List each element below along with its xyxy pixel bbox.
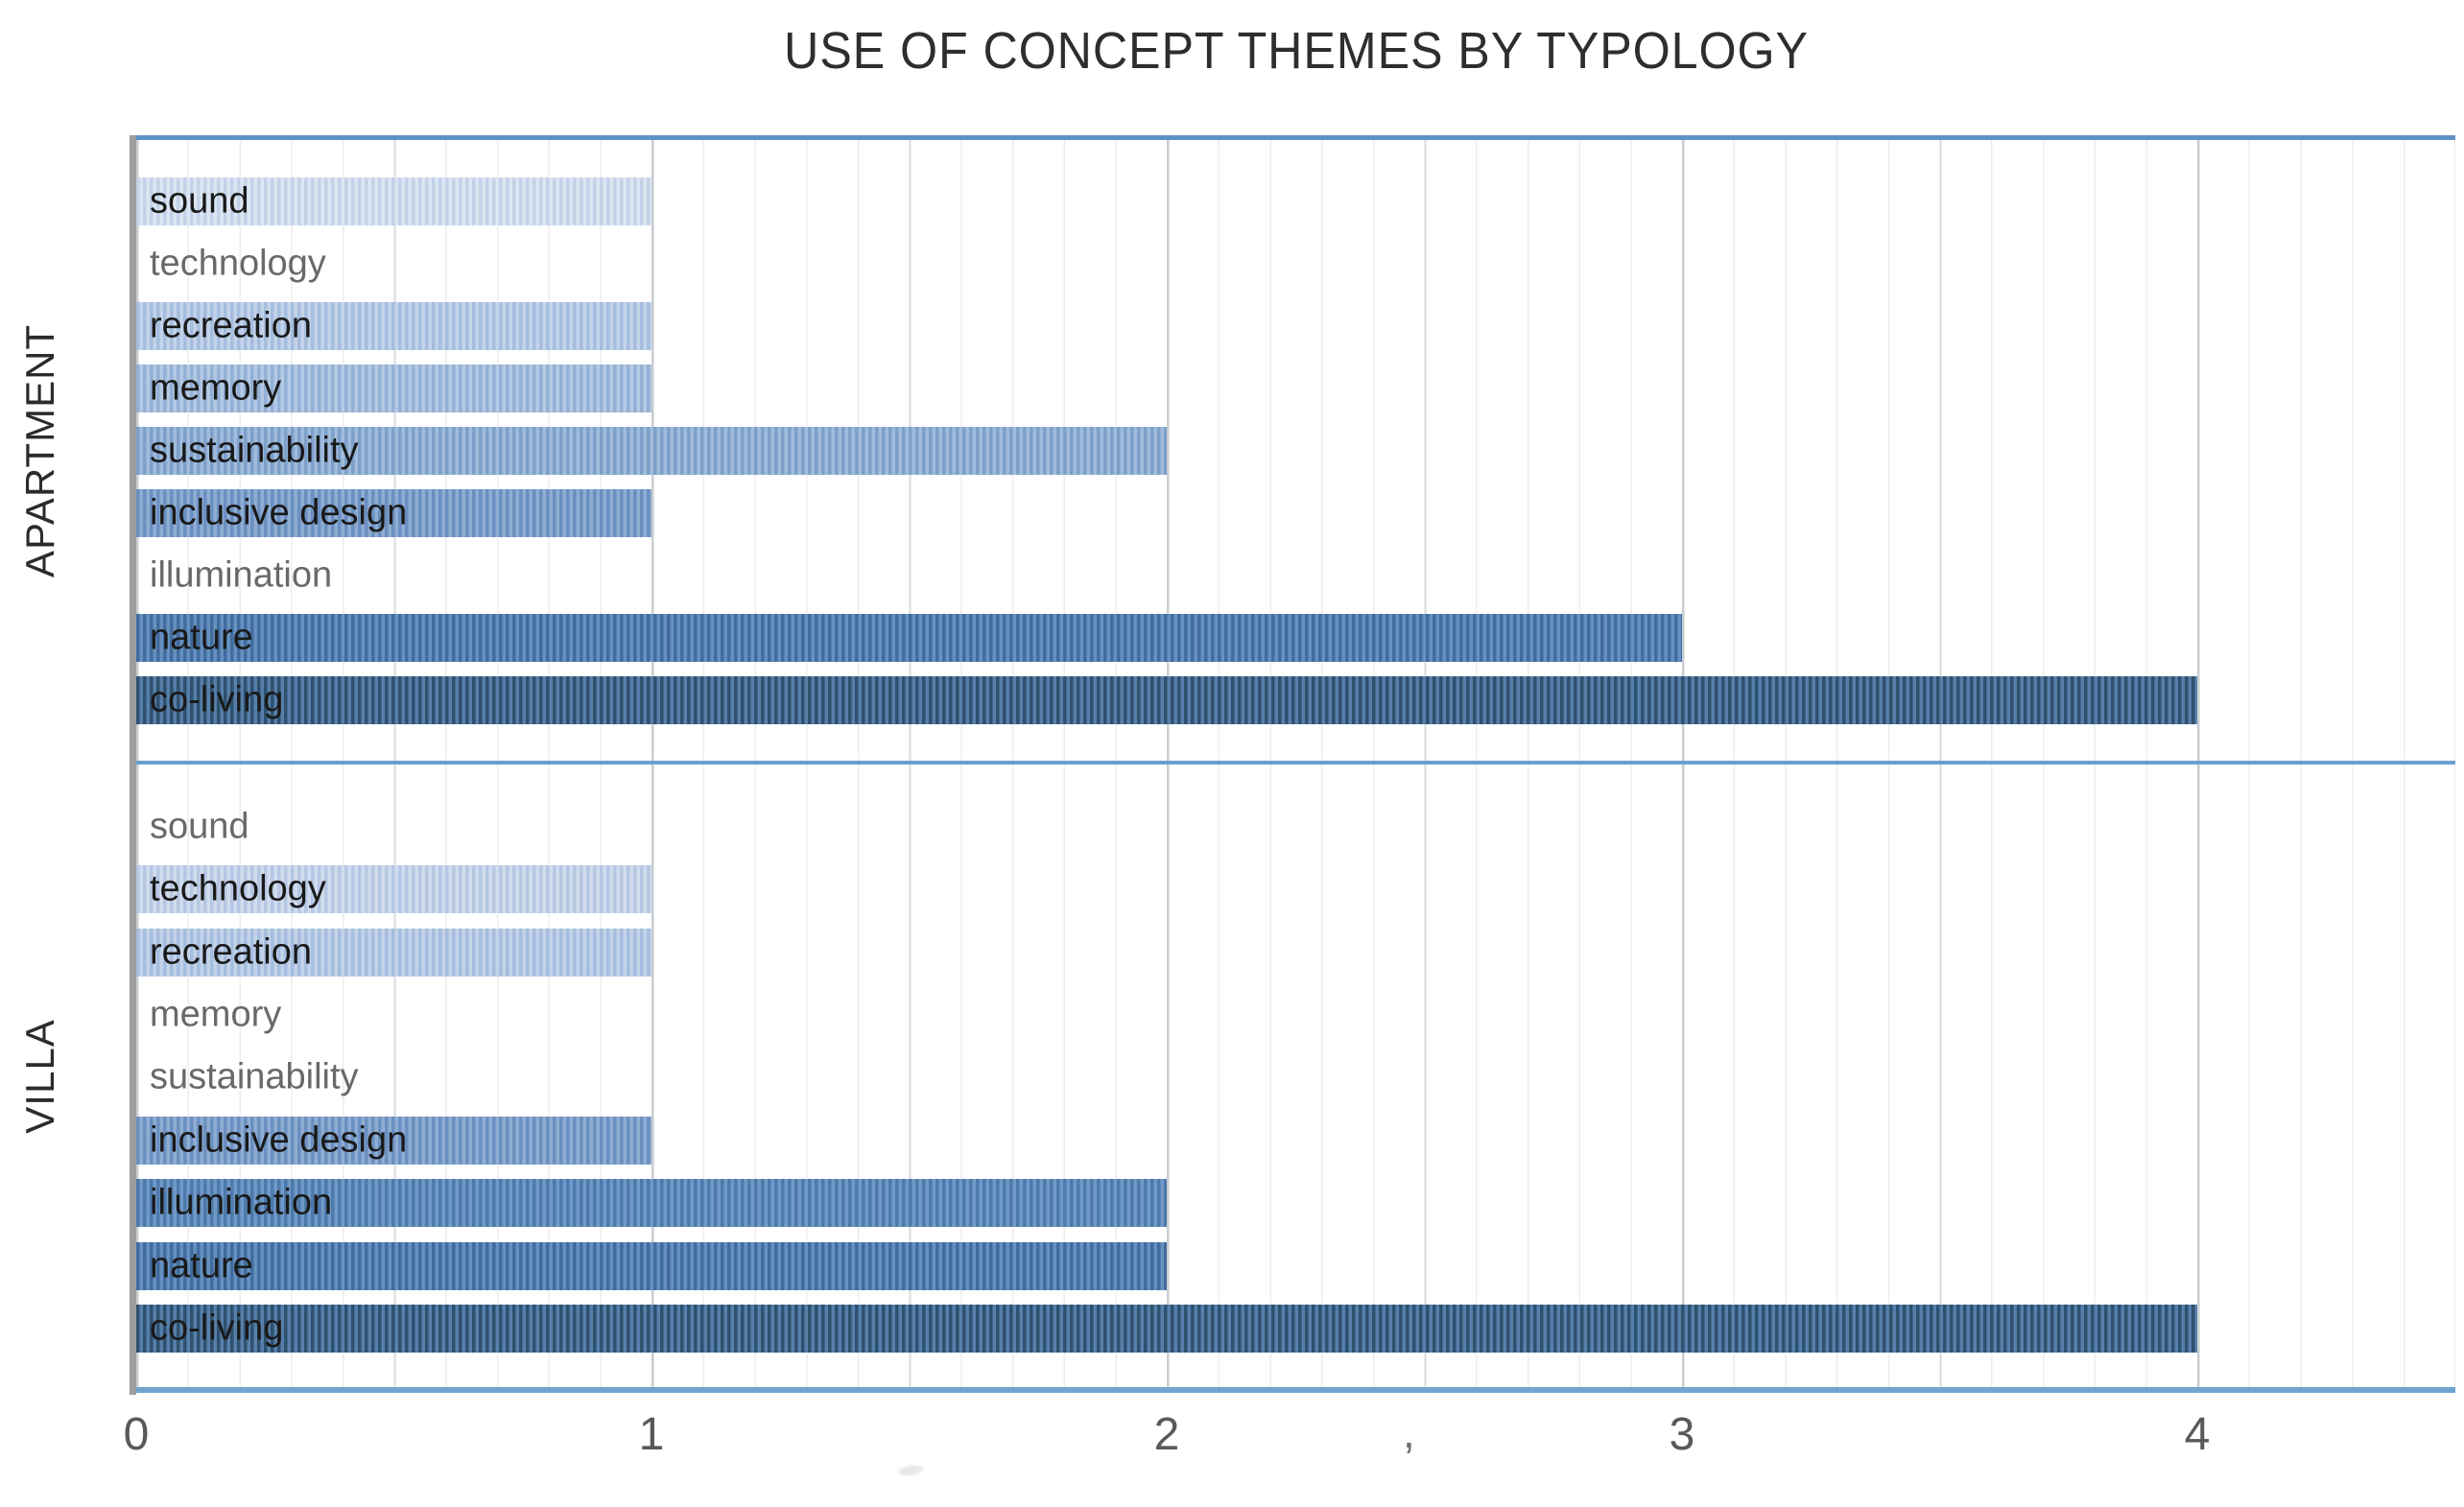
bar-sustainability-apartment [136, 426, 1167, 475]
row-co-living-apartment: co-living [136, 670, 2455, 732]
y-axis-line [130, 135, 136, 1395]
category-label-apartment: APARTMENT [17, 323, 62, 578]
bar-illumination-villa [136, 1179, 1167, 1228]
section-divider-line [130, 761, 2455, 765]
row-label-sound-villa: sound [150, 806, 249, 847]
row-label-illumination-villa: illumination [150, 1182, 333, 1223]
row-inclusive-design-villa: inclusive design [136, 1109, 2455, 1171]
section-apartment: sound technology recreation memory sustainab… [136, 139, 2455, 763]
row-technology-apartment: technology [136, 232, 2455, 294]
row-label-co-living-apartment: co-living [150, 679, 284, 720]
bar-nature-villa [136, 1241, 1167, 1290]
plot-area: sound technology recreation memory sustainab… [130, 135, 2455, 1395]
bar-inclusive-design-apartment [136, 489, 652, 538]
x-axis-line [130, 1387, 2455, 1393]
section-villa: sound technology recreation memory sustainab… [136, 765, 2455, 1391]
x-tick-4: 4 [2184, 1409, 2211, 1460]
plot-top-border [130, 135, 2455, 140]
row-illumination-apartment: illumination [136, 545, 2455, 607]
smudge-artifact [897, 1464, 924, 1477]
row-label-technology-apartment: technology [150, 243, 326, 284]
row-nature-villa: nature [136, 1235, 2455, 1297]
row-label-memory-apartment: memory [150, 367, 282, 409]
row-recreation-villa: recreation [136, 921, 2455, 983]
x-tick-1: 1 [638, 1409, 665, 1460]
row-label-technology-villa: technology [150, 868, 326, 909]
row-label-recreation-villa: recreation [150, 931, 312, 973]
bar-co-living-apartment [136, 676, 2197, 725]
row-label-recreation-apartment: recreation [150, 305, 312, 346]
row-label-memory-villa: memory [150, 994, 282, 1035]
bar-co-living-villa [136, 1305, 2197, 1354]
row-sustainability-apartment: sustainability [136, 419, 2455, 482]
bar-memory-apartment [136, 364, 652, 412]
row-memory-apartment: memory [136, 357, 2455, 419]
row-memory-villa: memory [136, 983, 2455, 1046]
category-label-villa: VILLA [17, 1019, 62, 1134]
row-sound-apartment: sound [136, 170, 2455, 232]
row-label-sustainability-villa: sustainability [150, 1056, 359, 1097]
row-technology-villa: technology [136, 858, 2455, 920]
bar-inclusive-design-villa [136, 1116, 652, 1165]
row-sustainability-villa: sustainability [136, 1047, 2455, 1109]
bar-technology-villa [136, 865, 652, 914]
row-label-sustainability-apartment: sustainability [150, 430, 359, 471]
row-illumination-villa: illumination [136, 1172, 2455, 1235]
row-label-sound-apartment: sound [150, 180, 249, 222]
chart-title: USE OF CONCEPT THEMES BY TYPOLOGY [784, 22, 1809, 80]
row-label-nature-villa: nature [150, 1245, 253, 1286]
x-tick-3: 3 [1669, 1409, 1695, 1460]
row-label-inclusive-design-villa: inclusive design [150, 1119, 408, 1161]
row-label-illumination-apartment: illumination [150, 554, 333, 596]
x-tick-2: 2 [1153, 1409, 1180, 1460]
row-recreation-apartment: recreation [136, 294, 2455, 357]
bar-recreation-apartment [136, 301, 652, 350]
bar-recreation-villa [136, 928, 652, 977]
bar-nature-apartment [136, 614, 1682, 663]
x-tick-0: 0 [123, 1409, 150, 1460]
row-inclusive-design-apartment: inclusive design [136, 483, 2455, 545]
row-label-co-living-villa: co-living [150, 1307, 284, 1349]
row-co-living-villa: co-living [136, 1298, 2455, 1360]
row-label-nature-apartment: nature [150, 617, 253, 658]
row-sound-villa: sound [136, 795, 2455, 858]
row-label-inclusive-design-apartment: inclusive design [150, 492, 408, 533]
row-nature-apartment: nature [136, 607, 2455, 670]
bar-sound-apartment [136, 177, 652, 225]
stray-comma-mark: , [1403, 1407, 1415, 1457]
